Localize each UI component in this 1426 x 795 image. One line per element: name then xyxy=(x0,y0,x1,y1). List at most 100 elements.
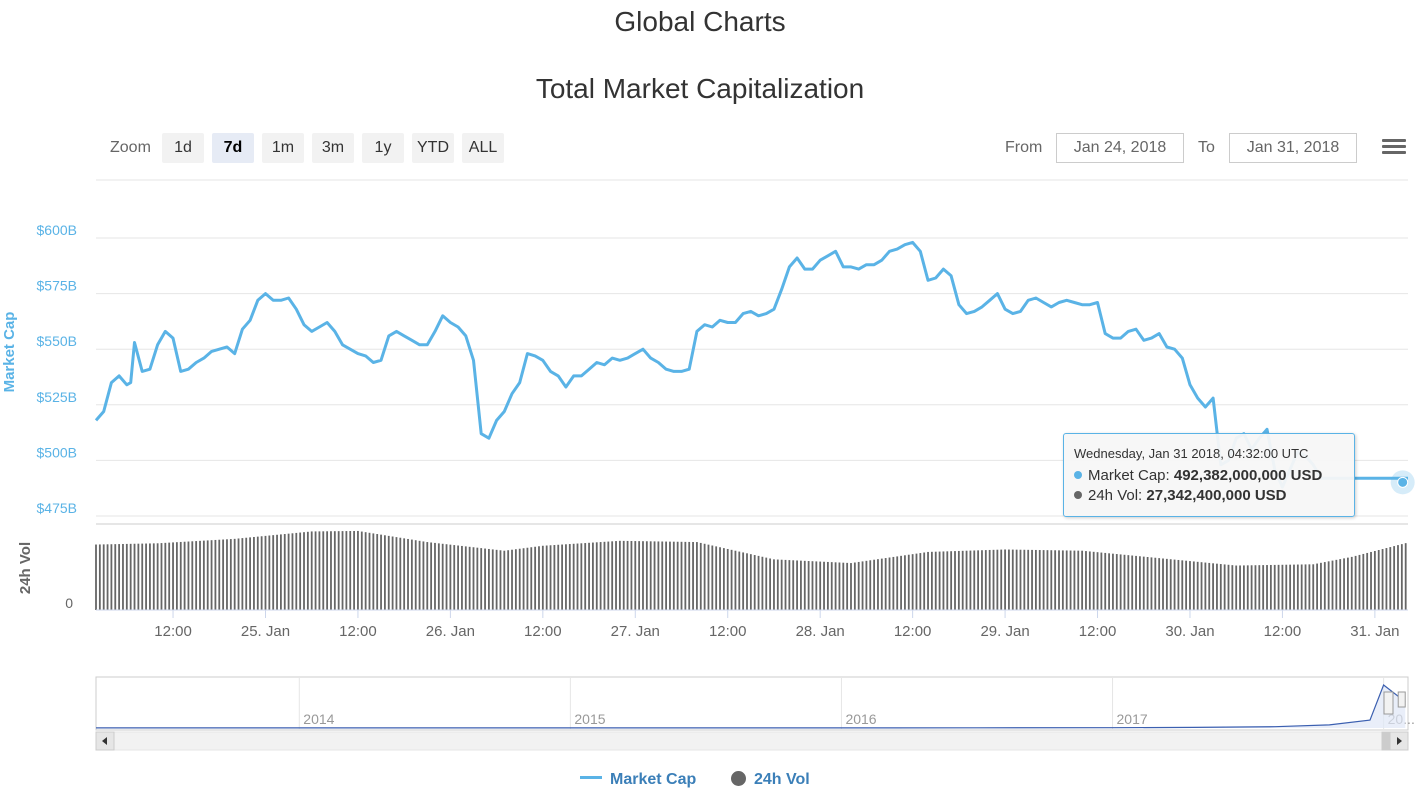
volume-bar xyxy=(1096,552,1099,610)
volume-bar xyxy=(611,541,614,610)
scrollbar-track[interactable] xyxy=(95,731,1409,751)
volume-bar xyxy=(730,549,733,610)
volume-bar xyxy=(110,544,113,610)
volume-bar xyxy=(576,543,579,610)
volume-bar xyxy=(191,541,194,610)
zoom-ytd-button[interactable]: YTD xyxy=(412,133,454,163)
volume-bar xyxy=(195,541,198,610)
volume-bar xyxy=(414,540,417,610)
zoom-7d-button[interactable]: 7d xyxy=(212,133,254,163)
volume-bar xyxy=(384,535,386,610)
highlight-point[interactable] xyxy=(1397,476,1409,488)
volume-bar xyxy=(106,544,109,610)
chart-title: Total Market Capitalization xyxy=(535,73,865,104)
legend-item-volume[interactable]: 24h Vol xyxy=(731,771,810,791)
volume-bar xyxy=(807,561,810,610)
volume-bar xyxy=(1112,553,1114,610)
volume-bar xyxy=(618,540,621,610)
volume-bar xyxy=(711,545,714,610)
volume-bar xyxy=(372,533,375,610)
legend-volume-label: 24h Vol xyxy=(754,771,810,788)
volume-bar xyxy=(268,535,271,610)
volume-bar xyxy=(638,541,641,610)
zoom-1d-button[interactable]: 1d xyxy=(162,133,204,163)
volume-bar xyxy=(1389,547,1392,610)
volume-bar xyxy=(1004,549,1006,610)
volume-bar xyxy=(676,541,679,610)
volume-bar xyxy=(541,545,544,610)
volume-bar xyxy=(599,542,602,610)
volume-bar xyxy=(1219,564,1222,610)
volume-bar xyxy=(553,545,556,610)
volume-bar xyxy=(1042,550,1045,610)
volume-bar xyxy=(233,538,236,610)
volume-bar xyxy=(349,531,352,610)
volume-bar xyxy=(1023,549,1026,610)
volume-bar xyxy=(1266,565,1268,610)
volume-bar xyxy=(800,560,802,610)
volume-bar xyxy=(437,543,440,610)
volume-bar xyxy=(642,541,644,610)
volume-bar xyxy=(996,549,999,610)
volume-bar xyxy=(461,545,463,610)
volume-bar xyxy=(680,541,683,610)
volume-bar xyxy=(1354,555,1357,610)
volume-bar xyxy=(981,550,983,610)
navigator-right-handle[interactable] xyxy=(1383,691,1394,715)
volume-bar xyxy=(445,544,448,610)
volume-bar xyxy=(118,544,121,610)
from-date-input[interactable]: Jan 24, 2018 xyxy=(1056,133,1184,163)
volume-bar xyxy=(738,551,741,610)
volume-bar xyxy=(1373,550,1376,610)
volume-bar xyxy=(1304,564,1307,610)
volume-bar xyxy=(1196,561,1199,610)
volume-bar xyxy=(1235,565,1238,610)
zoom-3m-button[interactable]: 3m xyxy=(312,133,354,163)
volume-bar xyxy=(630,541,633,610)
zoom-1y-button[interactable]: 1y xyxy=(362,133,404,163)
volume-bar xyxy=(214,539,217,610)
navigator-year-label: 2017 xyxy=(1117,711,1148,727)
zoom-1m-button[interactable]: 1m xyxy=(262,133,304,163)
volume-bar xyxy=(1192,561,1195,610)
legend-item-market-cap[interactable]: Market Cap xyxy=(580,771,696,791)
volume-bar xyxy=(665,541,667,610)
volume-bar xyxy=(1034,549,1037,610)
x-tick-label: 31. Jan xyxy=(1350,623,1399,640)
zoom-all-button[interactable]: ALL xyxy=(462,133,504,163)
navigator-left-handle[interactable] xyxy=(1397,691,1406,708)
volume-bar xyxy=(796,560,798,610)
to-date-input[interactable]: Jan 31, 2018 xyxy=(1229,133,1357,163)
volume-bar xyxy=(1027,549,1030,610)
volume-bar xyxy=(1081,550,1084,610)
volume-bar xyxy=(969,550,972,610)
volume-bar xyxy=(1397,545,1399,610)
volume-bar xyxy=(453,545,456,610)
volume-bar xyxy=(1015,549,1018,610)
volume-bar xyxy=(830,562,833,610)
volume-bar xyxy=(545,545,548,610)
hamburger-menu-icon[interactable] xyxy=(1380,136,1408,160)
volume-bar xyxy=(653,541,656,610)
volume-bar xyxy=(1154,557,1157,610)
volume-bar xyxy=(222,539,225,610)
volume-bar xyxy=(199,540,201,610)
volume-bar xyxy=(692,541,694,610)
volume-bar xyxy=(954,551,956,610)
volume-bar xyxy=(1135,555,1137,610)
volume-bar xyxy=(1104,552,1107,610)
volume-bar xyxy=(961,550,964,610)
volume-bar xyxy=(592,542,594,610)
volume-bar xyxy=(1050,550,1053,610)
volume-tick-label: 0 xyxy=(65,595,73,611)
volume-bar xyxy=(1404,543,1407,610)
volume-bar xyxy=(407,538,409,610)
volume-bar xyxy=(1138,556,1141,610)
volume-bar xyxy=(1158,558,1161,610)
volume-bar xyxy=(977,550,980,610)
volume-bar xyxy=(915,553,918,610)
volume-bar xyxy=(337,531,340,610)
volume-bar xyxy=(1385,548,1388,610)
volume-bar xyxy=(1212,563,1214,610)
navigator-year-label: 2016 xyxy=(845,711,876,727)
